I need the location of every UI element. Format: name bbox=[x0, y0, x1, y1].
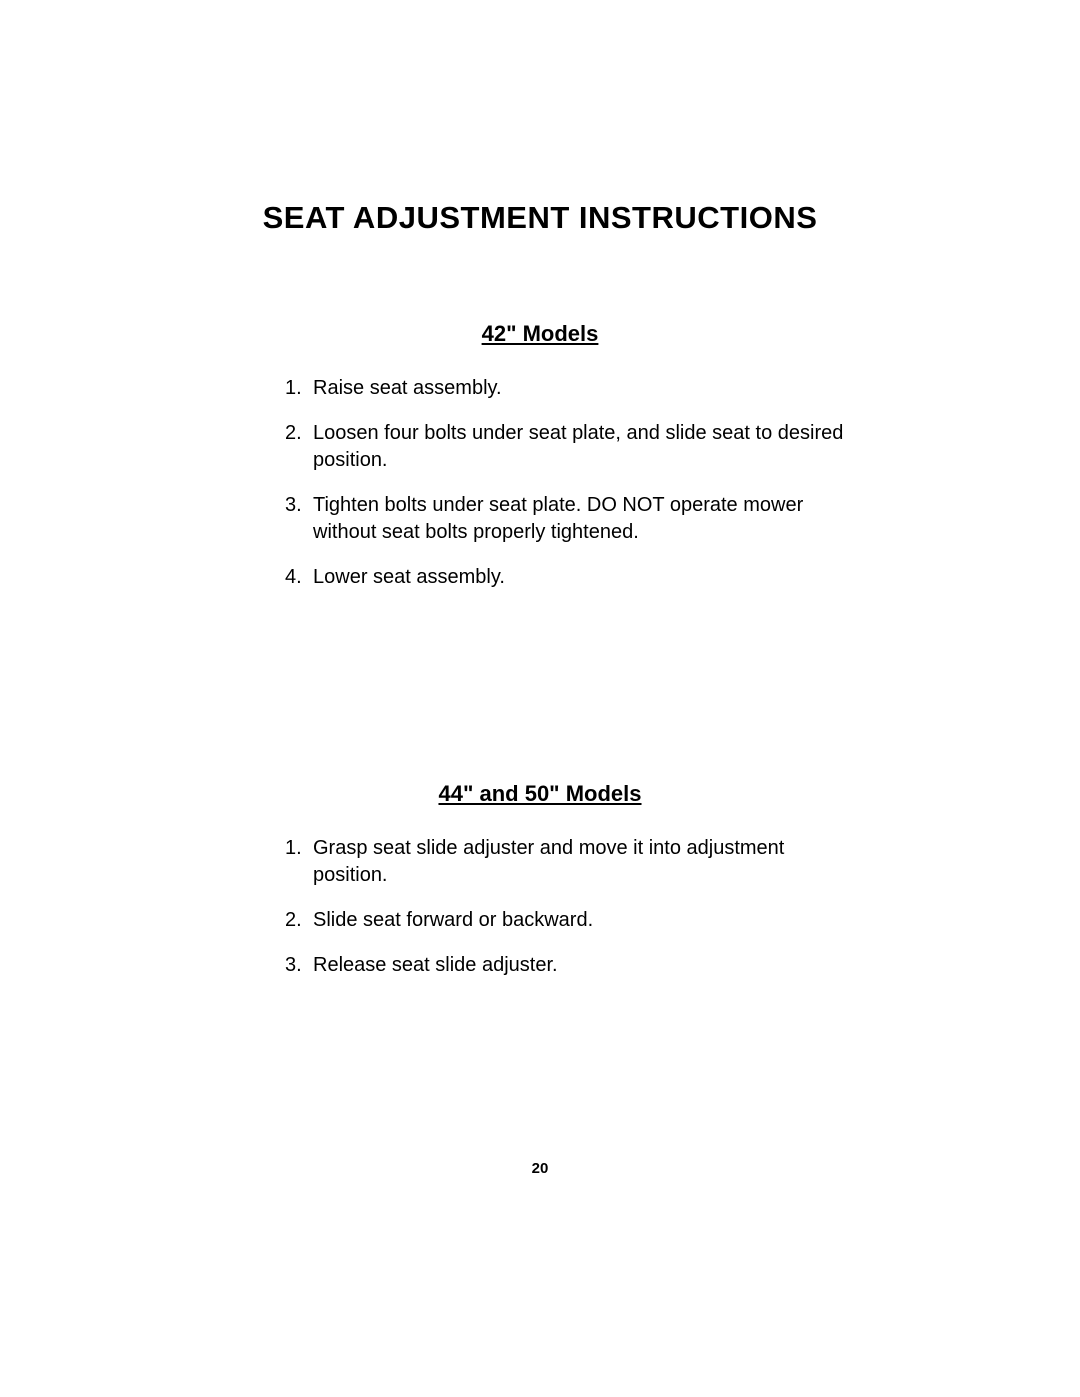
list-item: 2. Slide seat forward or backward. bbox=[285, 907, 850, 934]
item-number: 1. bbox=[285, 375, 313, 402]
section-44-50-models: 44" and 50" Models 1. Grasp seat slide a… bbox=[220, 781, 860, 979]
section-42-models: 42" Models 1. Raise seat assembly. 2. Lo… bbox=[220, 321, 860, 591]
item-text: Loosen four bolts under seat plate, and … bbox=[313, 420, 850, 474]
item-text: Grasp seat slide adjuster and move it in… bbox=[313, 835, 850, 889]
page-title: SEAT ADJUSTMENT INSTRUCTIONS bbox=[220, 200, 860, 236]
item-text: Release seat slide adjuster. bbox=[313, 952, 850, 979]
list-item: 4. Lower seat assembly. bbox=[285, 564, 850, 591]
item-number: 2. bbox=[285, 420, 313, 474]
page-number: 20 bbox=[0, 1160, 1080, 1177]
item-number: 3. bbox=[285, 952, 313, 979]
item-number: 3. bbox=[285, 492, 313, 546]
section-heading-44-50: 44" and 50" Models bbox=[220, 781, 860, 807]
item-text: Tighten bolts under seat plate. DO NOT o… bbox=[313, 492, 850, 546]
instruction-list-42: 1. Raise seat assembly. 2. Loosen four b… bbox=[220, 375, 860, 591]
list-item: 3. Release seat slide adjuster. bbox=[285, 952, 850, 979]
list-item: 1. Raise seat assembly. bbox=[285, 375, 850, 402]
item-number: 4. bbox=[285, 564, 313, 591]
page-container: SEAT ADJUSTMENT INSTRUCTIONS 42" Models … bbox=[0, 0, 1080, 979]
list-item: 3. Tighten bolts under seat plate. DO NO… bbox=[285, 492, 850, 546]
list-item: 1. Grasp seat slide adjuster and move it… bbox=[285, 835, 850, 889]
item-text: Lower seat assembly. bbox=[313, 564, 850, 591]
item-number: 1. bbox=[285, 835, 313, 889]
instruction-list-44-50: 1. Grasp seat slide adjuster and move it… bbox=[220, 835, 860, 979]
item-text: Raise seat assembly. bbox=[313, 375, 850, 402]
section-heading-42: 42" Models bbox=[220, 321, 860, 347]
list-item: 2. Loosen four bolts under seat plate, a… bbox=[285, 420, 850, 474]
item-number: 2. bbox=[285, 907, 313, 934]
item-text: Slide seat forward or backward. bbox=[313, 907, 850, 934]
